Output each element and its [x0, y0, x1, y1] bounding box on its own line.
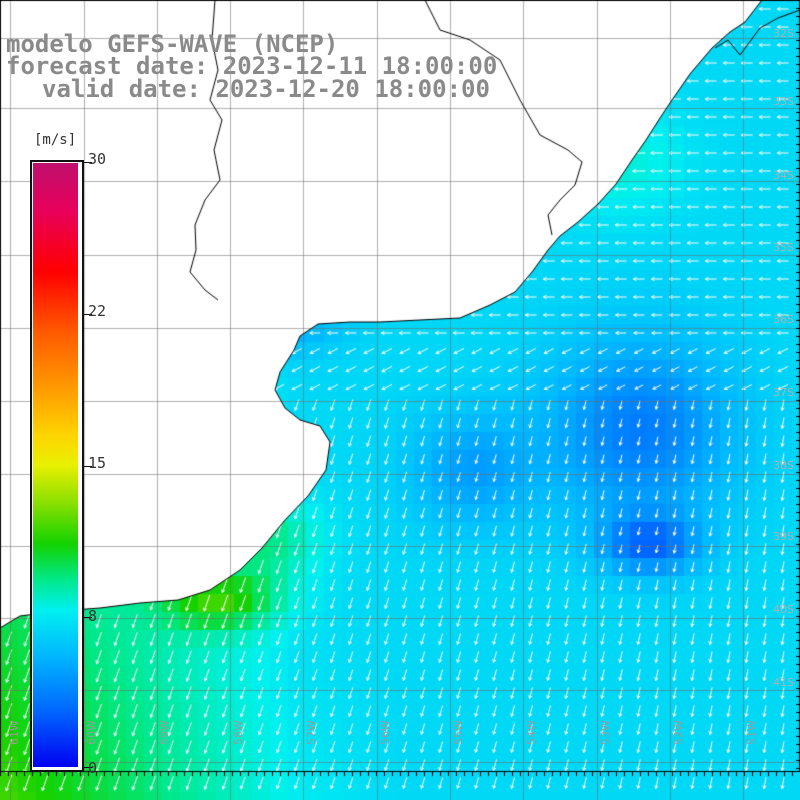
colorbar-tick	[82, 767, 92, 768]
lat-label: 38S	[773, 459, 794, 472]
lon-label: 58W	[232, 720, 245, 745]
colorbar-label: 30	[88, 150, 107, 168]
lat-label: 33S	[773, 95, 794, 108]
model-title: modelo GEFS-WAVE (NCEP)	[6, 30, 339, 58]
valid-date: valid date: 2023-12-20 18:00:00	[42, 75, 490, 103]
lat-label: 39S	[773, 530, 794, 543]
lon-label: 56W	[379, 720, 392, 745]
lon-label: 59W	[158, 720, 171, 745]
lon-label: 53W	[599, 720, 612, 745]
colorbar-tick	[82, 617, 92, 618]
colorbar-label: 15	[88, 454, 107, 472]
colorbar-label: 0	[88, 759, 98, 777]
lon-label: 55W	[452, 720, 465, 745]
lon-label: 52W	[672, 720, 685, 745]
lat-label: 32S	[773, 27, 794, 40]
lon-label: 54W	[525, 720, 538, 745]
lon-label: 61W	[8, 720, 21, 745]
lon-label: 60W	[85, 720, 98, 745]
colorbar-tick	[82, 466, 92, 467]
lat-label: 40S	[773, 603, 794, 616]
lat-label: 41S	[773, 676, 794, 689]
colorbar-label: 22	[88, 302, 107, 320]
forecast-date: forecast date: 2023-12-11 18:00:00	[6, 52, 498, 80]
colorbar-tick	[82, 162, 92, 163]
colorbar-gradient	[33, 163, 78, 767]
lat-label: 37S	[773, 386, 794, 399]
colorbar-unit: [m/s]	[34, 132, 77, 148]
lat-label: 34S	[773, 169, 794, 182]
lat-label: 35S	[773, 241, 794, 254]
lat-label: 36S	[773, 313, 794, 326]
colorbar-label: 8	[88, 607, 98, 625]
lon-label: 57W	[305, 720, 318, 745]
colorbar-tick	[82, 314, 92, 315]
lon-label: 51W	[745, 720, 758, 745]
